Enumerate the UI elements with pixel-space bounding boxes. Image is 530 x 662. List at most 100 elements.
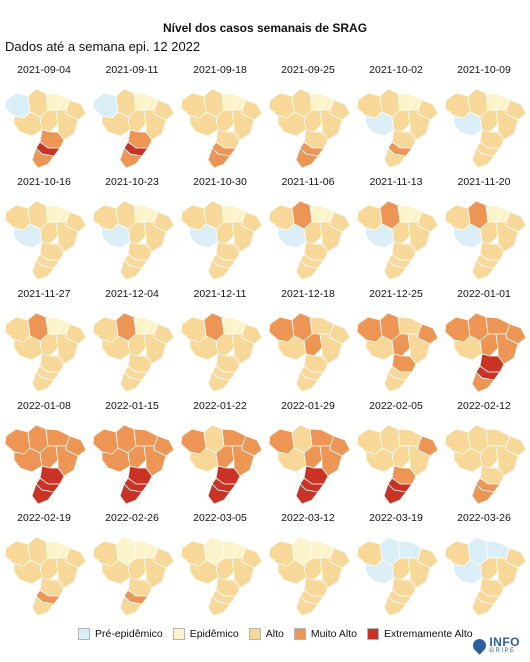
map-date-label: 2021-09-18 xyxy=(193,64,247,76)
brazil-map xyxy=(268,312,350,392)
map-region xyxy=(133,92,159,111)
brazil-map xyxy=(356,200,438,280)
map-region xyxy=(471,483,495,504)
map-panel: 2022-01-01 xyxy=(440,284,528,396)
map-region xyxy=(407,221,431,253)
map-region xyxy=(295,595,319,616)
map-region xyxy=(207,147,231,168)
map-region xyxy=(55,445,79,477)
map-region xyxy=(31,483,55,504)
map-region xyxy=(31,595,55,616)
map-region xyxy=(407,333,431,365)
map-date-label: 2021-09-11 xyxy=(105,64,159,76)
legend-label: Muito Alto xyxy=(310,628,357,640)
map-date-label: 2021-11-06 xyxy=(281,176,335,188)
location-pin-icon xyxy=(470,635,490,655)
map-region xyxy=(268,204,295,231)
map-region xyxy=(319,445,343,477)
brazil-map xyxy=(268,536,350,616)
map-date-label: 2021-09-04 xyxy=(17,64,71,76)
map-panel: 2021-10-02 xyxy=(352,60,440,172)
map-region xyxy=(221,540,247,559)
map-region xyxy=(4,428,31,455)
brazil-map xyxy=(4,536,86,616)
chart-subtitle: Dados até a semana epi. 12 2022 xyxy=(5,39,201,54)
map-panel: 2021-11-06 xyxy=(264,172,352,284)
map-panel: 2022-02-12 xyxy=(440,396,528,508)
map-region xyxy=(231,221,255,253)
brazil-map xyxy=(444,424,526,504)
map-date-label: 2021-10-02 xyxy=(369,64,423,76)
map-region xyxy=(295,483,319,504)
map-region xyxy=(309,540,335,559)
map-region xyxy=(180,204,207,231)
map-region xyxy=(31,371,55,392)
map-region xyxy=(295,259,319,280)
map-date-label: 2022-03-05 xyxy=(193,512,247,524)
map-region xyxy=(397,92,423,111)
map-region xyxy=(133,428,159,447)
map-region xyxy=(4,316,31,343)
map-region xyxy=(180,316,207,343)
map-date-label: 2022-02-19 xyxy=(17,512,71,524)
map-region xyxy=(295,371,319,392)
map-region xyxy=(92,428,119,455)
map-region xyxy=(45,204,71,223)
map-region xyxy=(207,371,231,392)
infogripe-logo: INFO GRIPE xyxy=(470,635,520,655)
map-region xyxy=(119,595,143,616)
legend-label: Extremamente Alto xyxy=(383,628,473,640)
map-region xyxy=(231,333,255,365)
map-region xyxy=(180,428,207,455)
map-region xyxy=(485,92,511,111)
map-date-label: 2022-01-29 xyxy=(281,400,335,412)
brazil-map xyxy=(444,200,526,280)
legend-item: Muito Alto xyxy=(293,628,357,640)
map-region xyxy=(143,557,167,589)
map-region xyxy=(356,316,383,343)
map-panel: 2021-09-18 xyxy=(176,60,264,172)
map-region xyxy=(231,557,255,589)
legend-item: Extremamente Alto xyxy=(366,628,473,640)
map-region xyxy=(495,333,519,365)
brazil-map xyxy=(356,424,438,504)
map-panel: 2021-11-27 xyxy=(0,284,88,396)
logo-sub-text: GRIPE xyxy=(489,648,516,654)
legend-swatch xyxy=(248,628,261,640)
map-region xyxy=(356,204,383,231)
map-region xyxy=(319,109,343,141)
map-date-label: 2022-01-15 xyxy=(105,400,159,412)
map-region xyxy=(397,316,423,335)
brazil-map xyxy=(92,312,174,392)
legend-swatch xyxy=(172,628,185,640)
map-region xyxy=(471,595,495,616)
map-region xyxy=(92,204,119,231)
map-region xyxy=(221,316,247,335)
map-date-label: 2021-12-25 xyxy=(369,288,423,300)
map-region xyxy=(495,221,519,253)
brazil-map xyxy=(180,312,262,392)
map-region xyxy=(295,147,319,168)
brazil-map xyxy=(268,200,350,280)
map-region xyxy=(407,109,431,141)
map-region xyxy=(231,109,255,141)
map-region xyxy=(180,540,207,567)
map-region xyxy=(119,371,143,392)
map-region xyxy=(4,204,31,231)
map-region xyxy=(383,595,407,616)
map-panel: 2021-12-18 xyxy=(264,284,352,396)
legend: Pré-epidêmico Epidêmico Alto Muito Alto Extr… xyxy=(78,626,473,642)
map-region xyxy=(444,204,471,231)
map-region xyxy=(119,483,143,504)
map-region xyxy=(55,109,79,141)
map-region xyxy=(485,540,511,559)
map-date-label: 2021-10-23 xyxy=(105,176,159,188)
map-region xyxy=(407,445,431,477)
map-region xyxy=(143,445,167,477)
map-date-label: 2022-01-22 xyxy=(193,400,247,412)
map-region xyxy=(92,92,119,119)
brazil-map xyxy=(356,312,438,392)
map-panel: 2021-12-11 xyxy=(176,284,264,396)
map-panel: 2022-02-26 xyxy=(88,508,176,620)
brazil-map xyxy=(92,536,174,616)
